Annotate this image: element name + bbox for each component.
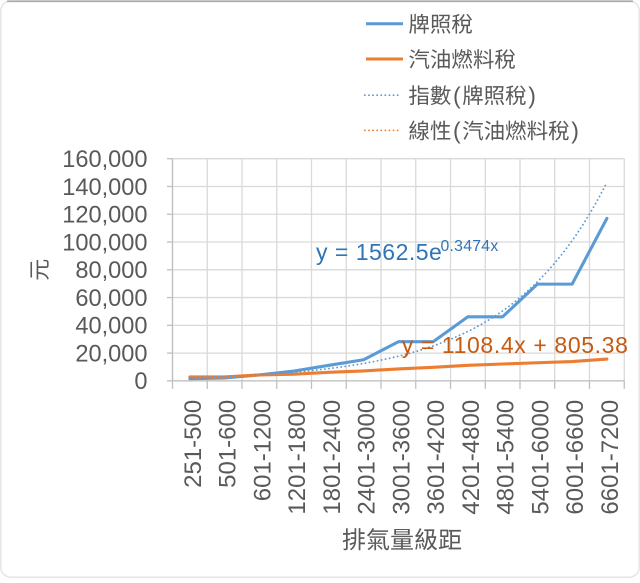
svg-text:3601-4200: 3601-4200 <box>423 400 450 515</box>
svg-text:80,000: 80,000 <box>75 258 147 284</box>
svg-text:60,000: 60,000 <box>75 286 147 312</box>
svg-text:4801-5400: 4801-5400 <box>493 400 520 515</box>
svg-text:): ) <box>571 118 579 144</box>
svg-text:6001-6600: 6001-6600 <box>562 400 589 515</box>
svg-text:40,000: 40,000 <box>75 314 147 340</box>
svg-text:0.3474x: 0.3474x <box>441 238 499 255</box>
svg-text:5401-6000: 5401-6000 <box>527 400 554 515</box>
svg-text:(: ( <box>453 82 461 108</box>
svg-text:y = 1108.4x + 805.38: y = 1108.4x + 805.38 <box>402 332 629 358</box>
svg-text:(: ( <box>453 118 461 144</box>
svg-text:140,000: 140,000 <box>62 175 147 201</box>
svg-text:0: 0 <box>134 369 147 395</box>
svg-text:y = 1562.5e: y = 1562.5e <box>316 239 442 265</box>
svg-text:100,000: 100,000 <box>62 230 147 256</box>
svg-text:): ) <box>528 82 536 108</box>
svg-text:6601-7200: 6601-7200 <box>597 400 624 515</box>
svg-text:2401-3000: 2401-3000 <box>354 400 381 515</box>
svg-text:601-1200: 601-1200 <box>249 400 276 501</box>
svg-text:501-600: 501-600 <box>215 400 242 488</box>
svg-text:4201-4800: 4201-4800 <box>458 400 485 515</box>
svg-text:1201-1800: 1201-1800 <box>284 400 311 515</box>
svg-text:1801-2400: 1801-2400 <box>319 400 346 515</box>
svg-text:3001-3600: 3001-3600 <box>388 400 415 515</box>
svg-text:160,000: 160,000 <box>62 147 147 173</box>
svg-text:251-500: 251-500 <box>180 400 207 488</box>
svg-text:20,000: 20,000 <box>75 341 147 367</box>
svg-text:120,000: 120,000 <box>62 203 147 229</box>
